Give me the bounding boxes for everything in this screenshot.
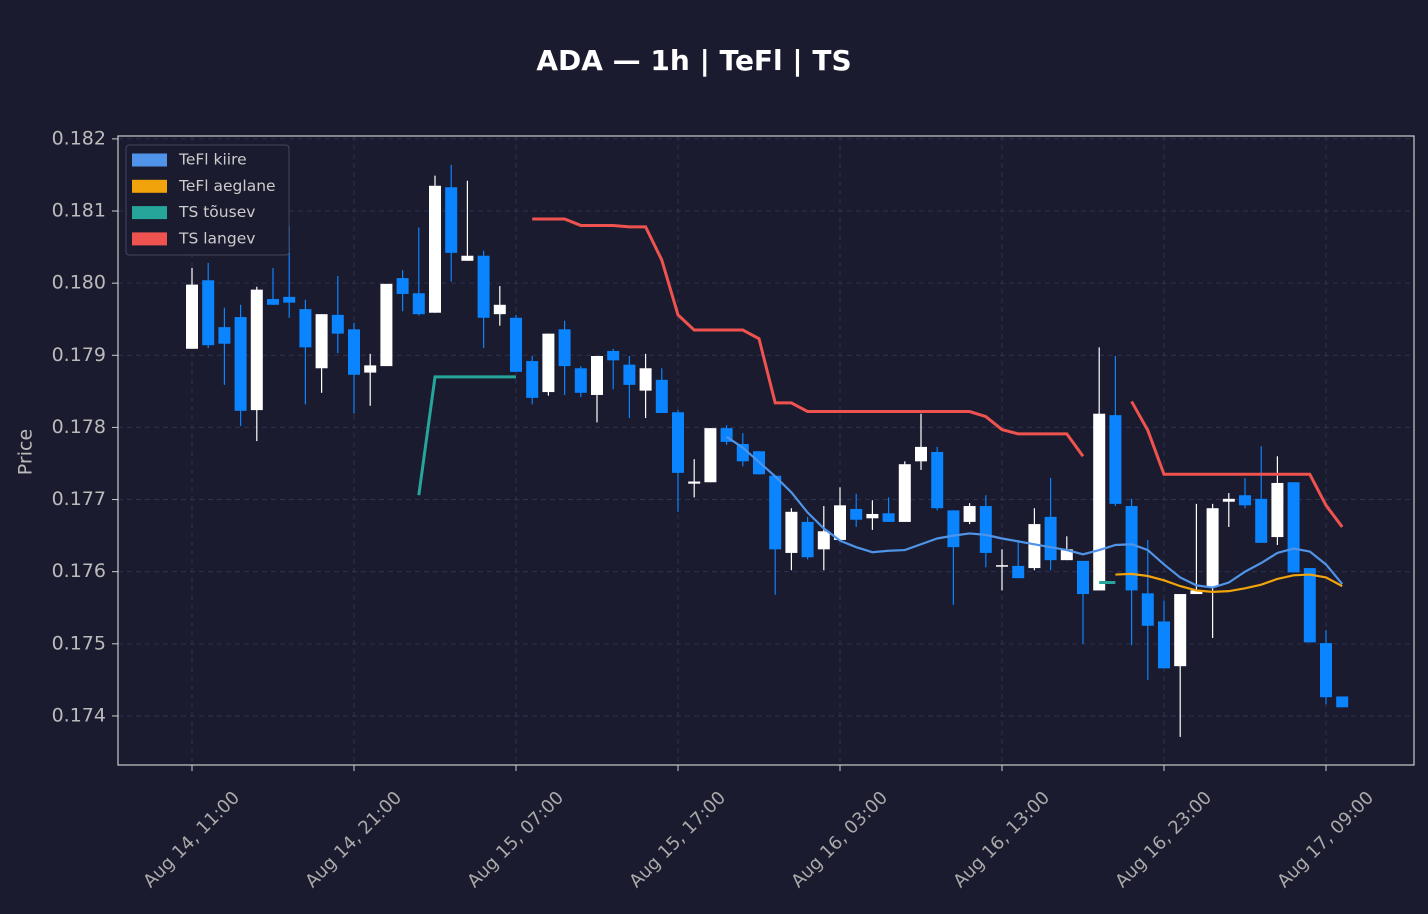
y-tick-label: 0.174 <box>52 704 106 726</box>
candle-body <box>283 296 296 303</box>
candle-body <box>331 314 344 334</box>
candle-body <box>704 428 717 483</box>
candle-body <box>574 368 587 393</box>
candle-body <box>736 444 749 462</box>
candle-body <box>1190 590 1203 595</box>
candle-body <box>623 364 636 385</box>
candle-body <box>1239 495 1251 506</box>
candle-body <box>1077 560 1089 595</box>
candle-body <box>250 289 263 411</box>
candle-body <box>834 505 846 540</box>
candle-body <box>267 299 279 305</box>
candle-body <box>542 333 555 393</box>
y-axis-label: Price <box>15 429 37 475</box>
candle-body <box>979 506 992 553</box>
candle-body <box>996 565 1008 567</box>
candle-body <box>218 327 231 344</box>
y-tick-label: 0.176 <box>52 560 106 582</box>
candle-body <box>785 511 798 553</box>
candle-body <box>299 309 312 348</box>
candle-body <box>526 361 539 398</box>
candle-body <box>1060 549 1073 561</box>
candle-body <box>1287 482 1300 573</box>
candle-body <box>429 185 441 313</box>
y-tick-label: 0.175 <box>52 632 106 654</box>
candle-body <box>234 317 247 411</box>
y-tick-label: 0.177 <box>52 488 106 510</box>
candle-body <box>866 513 879 519</box>
indicator-line <box>725 435 1344 589</box>
indicator-line <box>417 375 516 496</box>
candle-body <box>1320 643 1332 698</box>
legend-box <box>125 144 290 256</box>
candle-body <box>882 513 895 522</box>
candle-body <box>1141 593 1154 626</box>
legend-label: TS tõusev <box>178 203 255 221</box>
candle-body <box>1206 508 1219 587</box>
candle-body <box>1012 565 1025 579</box>
candle-body <box>445 187 458 253</box>
candle-body <box>1044 516 1057 561</box>
indicator-line <box>532 217 1085 458</box>
candle-body <box>1028 524 1041 569</box>
candle-body <box>1255 498 1268 543</box>
y-tick-label: 0.180 <box>52 272 106 294</box>
candle-body <box>315 314 328 369</box>
y-tick-label: 0.179 <box>52 344 106 366</box>
legend-label: TeFl kiire <box>178 151 247 169</box>
candle-body <box>348 329 360 375</box>
candle-body <box>915 446 927 462</box>
candle-body <box>380 283 393 367</box>
candle-body <box>898 464 911 522</box>
candle-body <box>202 280 215 346</box>
candle-body <box>672 412 684 473</box>
legend-swatch <box>132 179 167 193</box>
candle-body <box>1336 696 1349 708</box>
candle-body <box>1125 506 1138 591</box>
y-tick-label: 0.182 <box>52 127 106 149</box>
candle-body <box>769 475 782 550</box>
candle-body <box>1093 413 1106 591</box>
candle-body <box>655 379 668 413</box>
candle-body <box>947 510 960 548</box>
candle-body <box>817 531 830 550</box>
candle-body <box>396 278 409 294</box>
candle-body <box>364 365 377 373</box>
candle-body <box>931 451 944 509</box>
chart-title: ADA — 1h | TeFl | TS <box>536 44 851 77</box>
plot-frame <box>117 135 1415 766</box>
candle-body <box>1222 498 1235 502</box>
candle-body <box>850 508 863 520</box>
candle-body <box>1271 482 1284 538</box>
candle-body <box>801 521 814 558</box>
indicator-line <box>1115 572 1343 593</box>
candle-body <box>1158 621 1170 669</box>
candle-body <box>963 506 976 522</box>
candle-body <box>493 304 506 315</box>
candle-body <box>1109 415 1122 504</box>
candle-body <box>591 356 603 395</box>
legend-swatch <box>132 206 167 220</box>
legend-swatch <box>132 153 167 167</box>
candle-body <box>688 481 701 484</box>
legend: TeFl kiire TeFl aeglane TS tõusev TS langev <box>125 144 290 256</box>
candle-body <box>1174 594 1187 667</box>
indicator-line <box>1130 400 1344 528</box>
candle-body <box>1303 568 1316 643</box>
candle-body <box>461 255 474 261</box>
candle-body <box>477 255 490 318</box>
legend-label: TeFl aeglane <box>178 177 276 195</box>
candle-body <box>510 317 522 372</box>
candle-body <box>412 293 425 315</box>
legend-swatch <box>132 232 167 246</box>
candle-body <box>186 284 198 349</box>
y-tick-label: 0.178 <box>52 416 106 438</box>
candle-body <box>639 368 652 391</box>
legend-label: TS langev <box>178 229 255 247</box>
y-tick-label: 0.181 <box>52 200 106 222</box>
candle-body <box>607 350 620 361</box>
candle-body <box>558 329 571 367</box>
